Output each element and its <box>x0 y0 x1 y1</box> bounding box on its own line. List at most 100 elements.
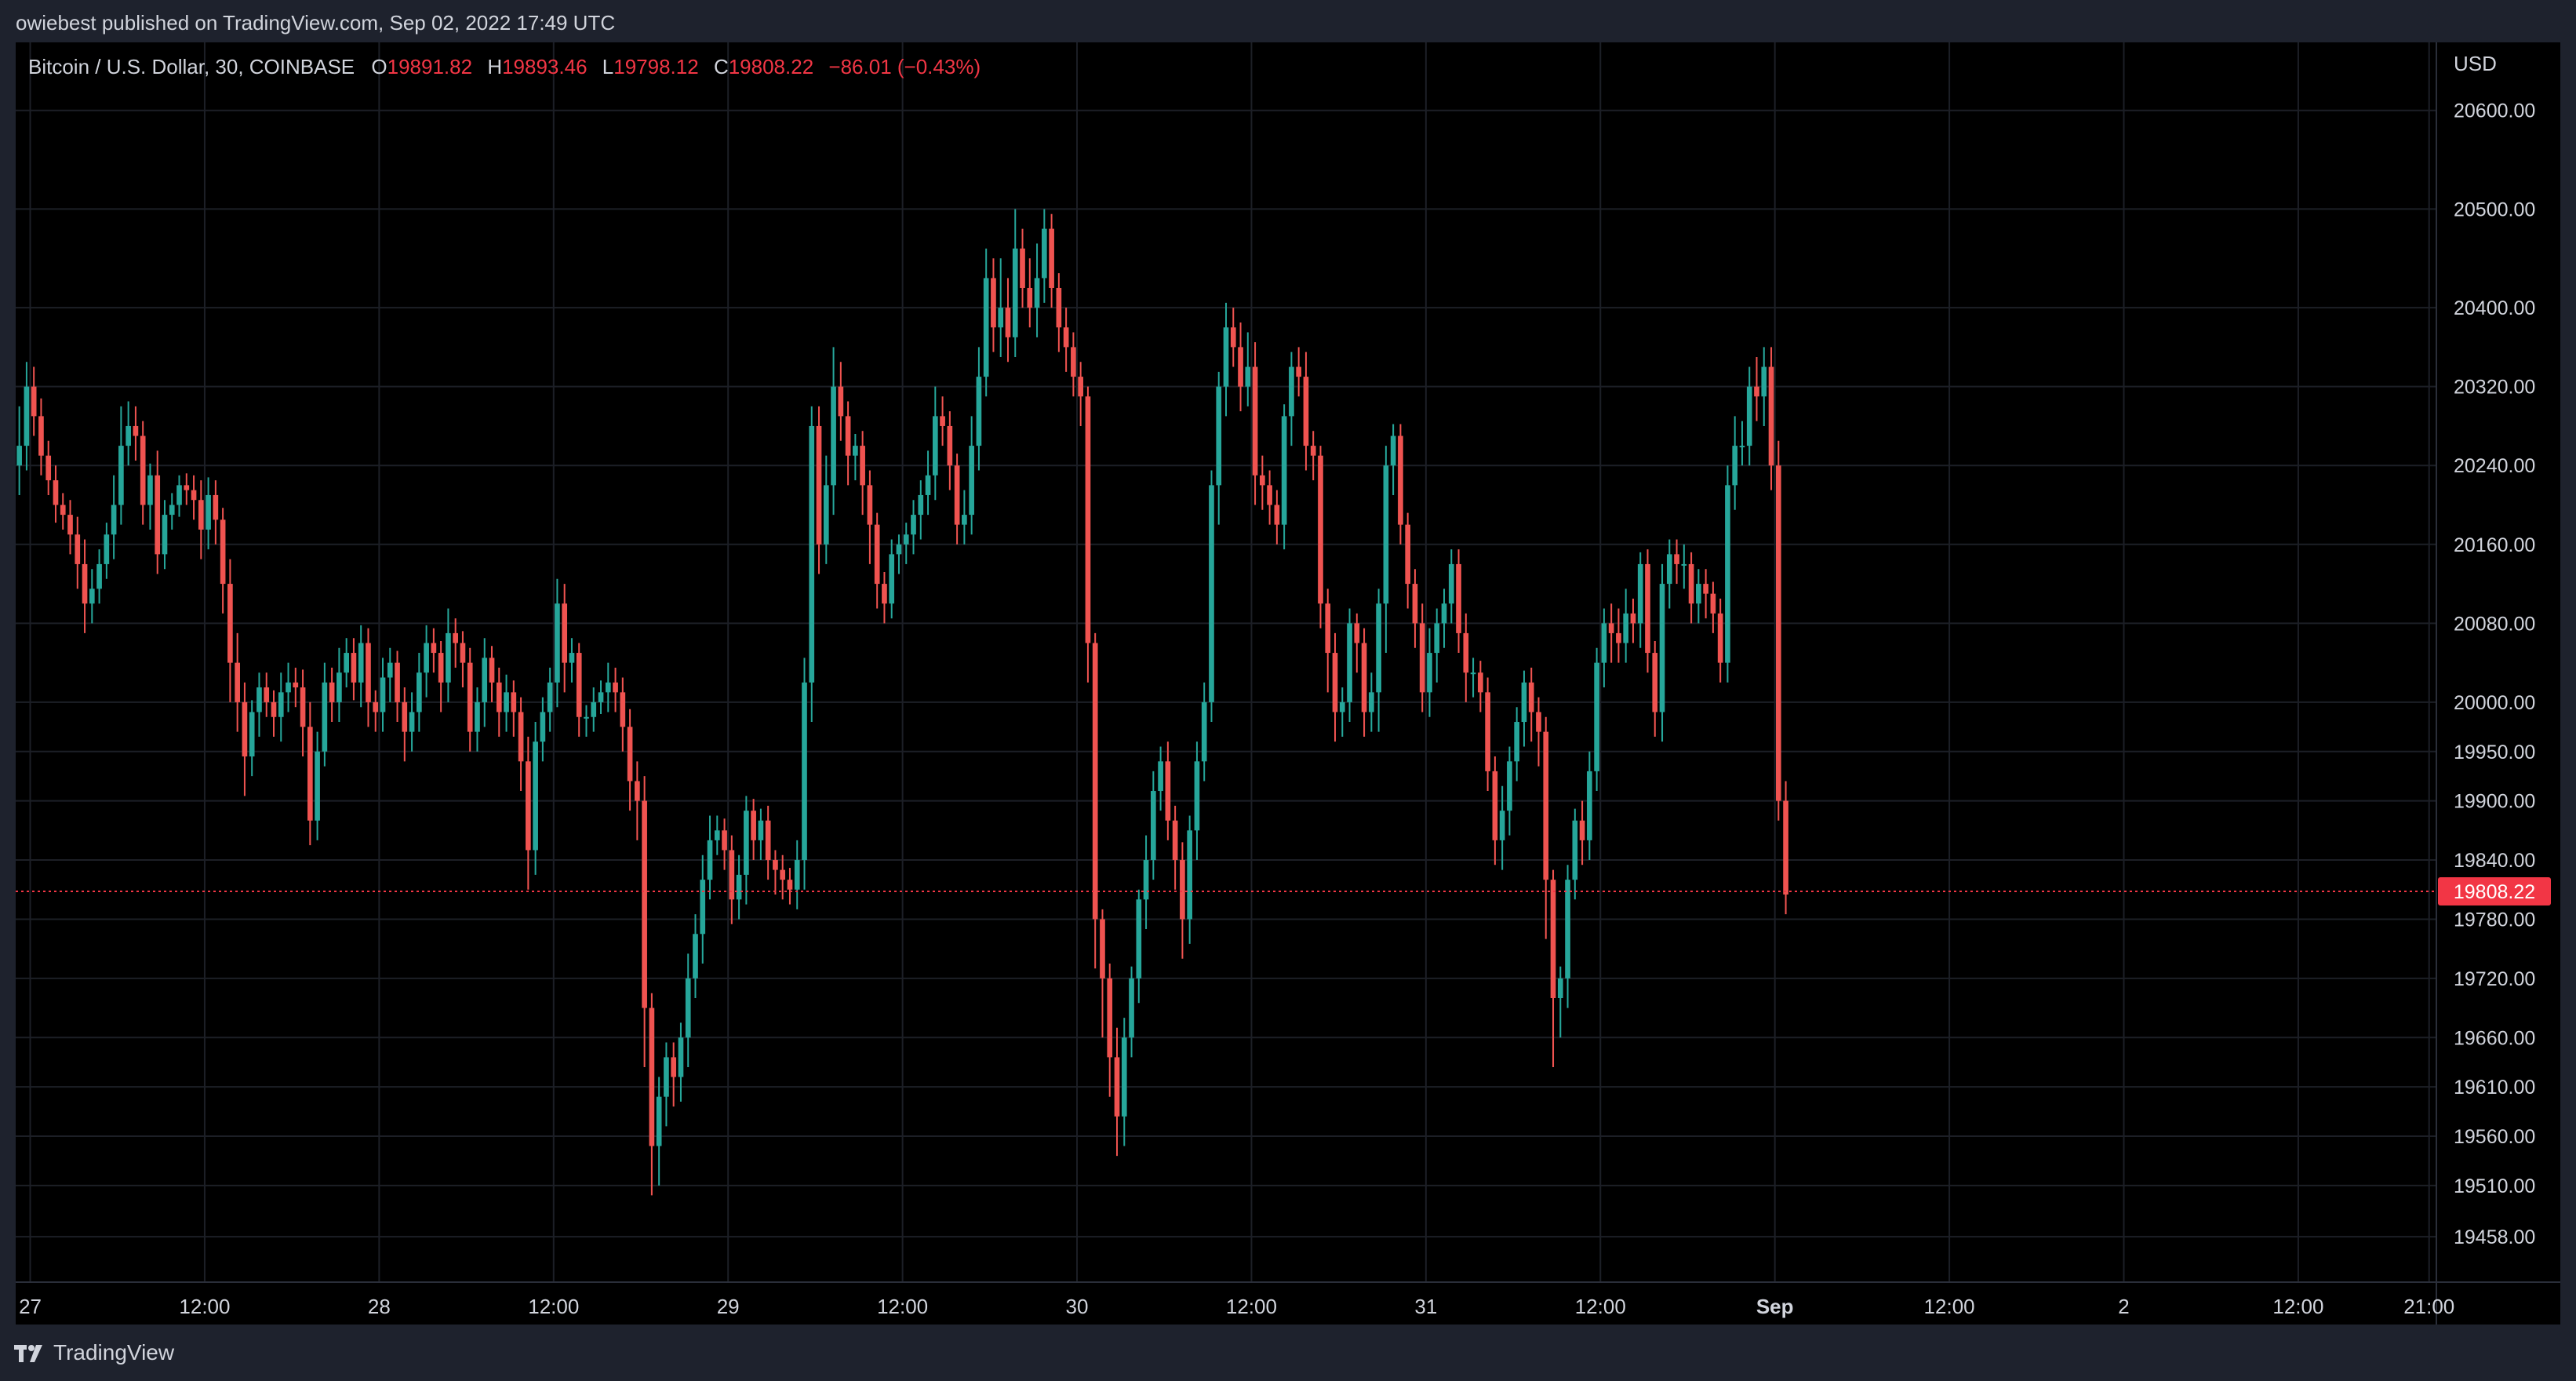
price-tick-label: 20000.00 <box>2454 692 2535 714</box>
candle <box>409 692 415 752</box>
candle-body <box>1252 366 1258 476</box>
tradingview-logo-icon[interactable] <box>14 1343 47 1364</box>
brand-name[interactable]: TradingView <box>53 1340 175 1365</box>
candlestick-chart[interactable]: 20600.00 20500.00 20400.00 20320.00 20240.00… <box>16 42 2560 1325</box>
candle-body <box>1775 465 1781 801</box>
candle <box>111 475 117 559</box>
time-axis[interactable]: 27 12:00 28 12:00 29 12:00 30 12:00 31 12:00 Sep 12… <box>19 1295 2454 1318</box>
candle <box>402 687 408 762</box>
candle-body <box>765 820 771 861</box>
candle <box>38 398 44 476</box>
candle <box>162 500 168 570</box>
candle-body <box>976 377 982 446</box>
candle <box>911 500 916 555</box>
candle-body <box>693 934 698 978</box>
candle <box>1746 366 1752 466</box>
candle <box>1521 670 1527 747</box>
candle-body <box>1645 563 1650 654</box>
candle-body <box>889 554 895 604</box>
candle-body <box>366 643 371 702</box>
candle <box>1325 588 1331 693</box>
candle <box>482 638 488 727</box>
candle <box>278 672 284 742</box>
candle-body <box>235 662 240 702</box>
candle <box>191 475 197 520</box>
candle-body <box>118 446 124 505</box>
candle-body <box>147 475 153 505</box>
candle <box>707 815 713 900</box>
low-key: L <box>602 55 614 78</box>
candle <box>1165 742 1171 840</box>
candle <box>118 406 124 525</box>
candle-body <box>337 672 342 702</box>
candle <box>249 700 255 777</box>
symbol-name[interactable]: Bitcoin / U.S. Dollar, 30, COINBASE <box>28 55 355 78</box>
candle <box>1557 966 1563 1038</box>
candle-body <box>882 584 887 604</box>
candle-body <box>671 1057 677 1077</box>
candle-body <box>1514 722 1520 762</box>
candle-body <box>300 687 306 727</box>
candle <box>576 643 582 737</box>
candle <box>176 475 182 517</box>
candle-body <box>605 682 611 693</box>
candle <box>1201 682 1207 782</box>
candle-body <box>591 701 597 717</box>
candle-body <box>947 425 953 466</box>
candle <box>380 658 386 732</box>
candle-body <box>1528 682 1534 712</box>
candle <box>416 653 422 732</box>
candle <box>1398 424 1403 545</box>
candle <box>831 347 836 516</box>
candle-body <box>1223 327 1229 387</box>
candle-body <box>860 446 865 486</box>
candle <box>1121 1018 1127 1146</box>
price-axis[interactable]: 20600.00 20500.00 20400.00 20320.00 20240.00… <box>2454 100 2535 1248</box>
candle <box>1412 569 1418 648</box>
candle <box>67 500 73 555</box>
candle-body <box>1092 643 1098 920</box>
candle <box>845 401 851 486</box>
candle-body <box>1674 554 1679 564</box>
candle-body <box>1260 475 1265 486</box>
candle-body <box>249 712 255 757</box>
candle <box>1085 386 1091 683</box>
candle-body <box>1405 524 1411 585</box>
candle-body <box>1412 584 1418 624</box>
candle-body <box>685 978 691 1038</box>
candle <box>1470 658 1476 698</box>
candle-body <box>75 534 81 564</box>
candle-body <box>1172 820 1178 861</box>
candle-body <box>1688 563 1694 604</box>
candle-body <box>1703 584 1708 594</box>
publish-header: owiebest published on TradingView.com, S… <box>0 0 2576 47</box>
candle-body <box>962 515 967 525</box>
candle-body <box>1012 248 1018 337</box>
candle-body <box>1027 287 1033 308</box>
change-value: −86.01 (−0.43%) <box>828 55 981 78</box>
time-tick-label: 12:00 <box>1924 1295 1975 1318</box>
candle-body <box>1296 366 1302 377</box>
candle-body <box>969 446 974 516</box>
candle <box>1194 742 1200 861</box>
candle <box>1020 228 1025 308</box>
chart-frame[interactable]: 20600.00 20500.00 20400.00 20320.00 20240.00… <box>16 42 2560 1325</box>
symbol-legend: Bitcoin / U.S. Dollar, 30, COINBASE O198… <box>28 55 981 79</box>
currency-label[interactable]: USD <box>2454 52 2497 75</box>
candle-body <box>831 386 836 486</box>
candle <box>387 647 393 702</box>
candle <box>235 632 240 732</box>
candle-body <box>496 682 502 712</box>
candle <box>293 667 299 708</box>
candle <box>1572 808 1578 900</box>
candle <box>264 672 270 717</box>
price-tick-label: 20160.00 <box>2454 534 2535 556</box>
candle-body <box>104 534 110 564</box>
candle <box>533 722 538 875</box>
candle <box>678 1022 684 1102</box>
candle <box>1012 209 1018 357</box>
candle <box>89 569 95 624</box>
candle <box>758 808 764 861</box>
candle-body <box>380 677 386 712</box>
candle-body <box>751 811 756 840</box>
